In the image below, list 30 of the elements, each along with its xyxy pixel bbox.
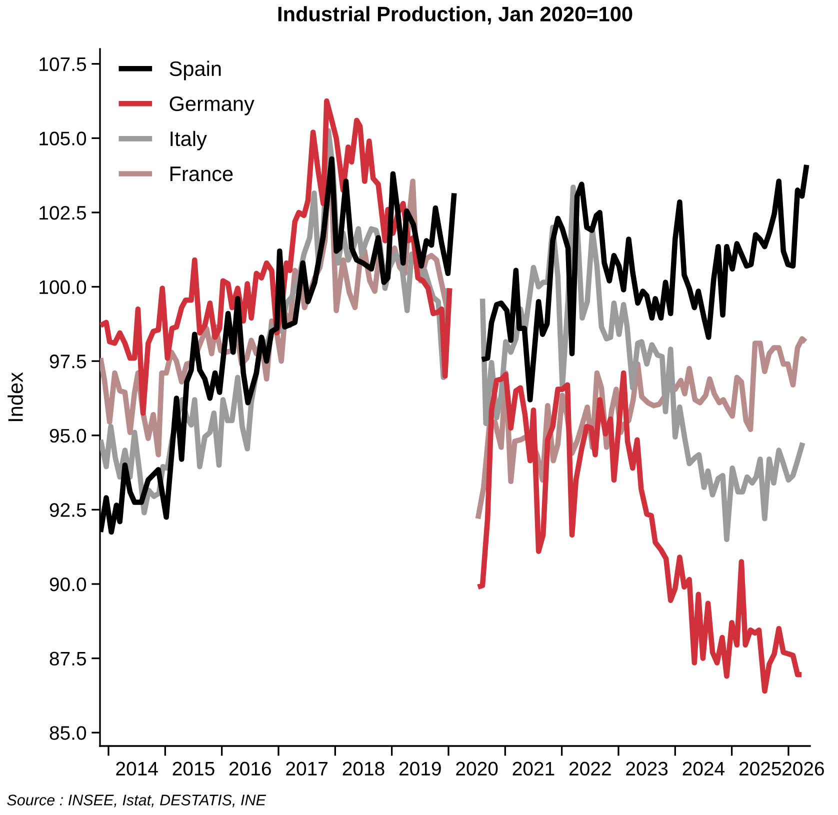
y-tick-label: 95.0 — [50, 428, 86, 443]
x-tick-label: 2020 — [456, 762, 498, 776]
x-tick-label: 2021 — [512, 762, 554, 776]
x-tick-label: 2022 — [569, 762, 611, 776]
y-tick-label: 87.5 — [50, 652, 86, 666]
x-tick-label: 2015 — [172, 762, 214, 776]
y-tick-label: 90.0 — [50, 577, 86, 592]
x-tick-label: 2017 — [286, 762, 328, 776]
y-axis-title: Index — [8, 372, 23, 422]
legend-label: Spain — [170, 60, 221, 80]
legend-label: Italy — [170, 130, 207, 150]
y-tick-label: 105.0 — [40, 132, 86, 146]
y-tick-label: 107.5 — [40, 57, 86, 72]
x-tick-label: 2014 — [116, 762, 158, 776]
y-tick-label: 100.0 — [40, 280, 86, 294]
x-tick-label: 2023 — [626, 762, 668, 776]
x-tick-label: 2018 — [342, 762, 384, 776]
x-tick-label: 2024 — [682, 762, 725, 776]
x-tick-label: 2026 — [782, 762, 824, 776]
y-tick-label: 92.5 — [50, 503, 86, 517]
legend-label: France — [170, 166, 233, 182]
y-tick-label: 85.0 — [50, 726, 86, 740]
source-note: Source : INSEE, Istat, DESTATIS, INE — [7, 794, 266, 808]
x-tick-label: 2016 — [230, 762, 271, 776]
y-tick-label: 97.5 — [50, 354, 86, 368]
chart-title: Industrial Production, Jan 2020=100 — [278, 6, 632, 24]
y-tick-label: 102.5 — [40, 206, 86, 220]
x-tick-label: 2019 — [400, 762, 441, 776]
x-tick-label: 2025 — [739, 762, 781, 776]
legend-label: Germany — [170, 96, 254, 116]
